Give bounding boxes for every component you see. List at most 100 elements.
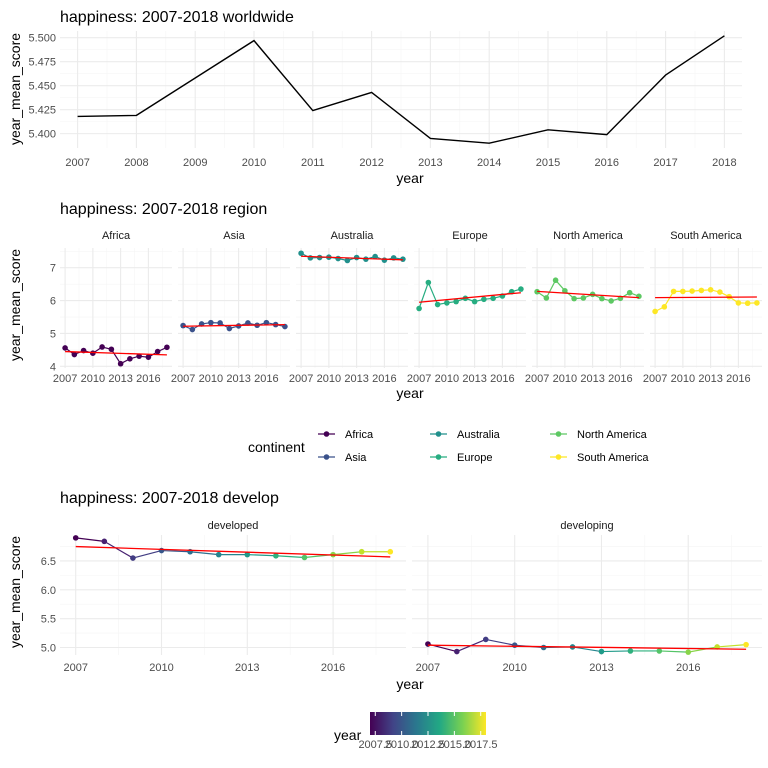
region-x-tick-label: 2013 xyxy=(698,373,722,385)
develop-series-segment xyxy=(132,549,162,559)
region-data-point xyxy=(744,300,751,307)
region-data-point xyxy=(754,300,760,306)
region-y-tick-label: 6 xyxy=(50,296,56,308)
develop-data-point xyxy=(130,555,136,561)
develop-data-point xyxy=(358,548,365,555)
worldwide-y-tick-label: 5.425 xyxy=(28,105,56,117)
region-trend-line xyxy=(655,296,757,299)
continent-legend-key-point xyxy=(323,431,330,437)
worldwide-x-tick-label: 2008 xyxy=(124,157,148,169)
region-facet-label: North America xyxy=(553,230,624,242)
worldwide-title: happiness: 2007-2018 worldwide xyxy=(60,9,294,26)
region-data-point xyxy=(117,360,124,367)
worldwide-x-tick-label: 2012 xyxy=(359,157,383,169)
region-facet-europe: Europe 2007 2010 2013 2016 xyxy=(407,230,526,385)
develop-facet-developed: developed 2007 2010 2013 2016 xyxy=(60,520,406,674)
region-x-tick-label: 2010 xyxy=(671,373,695,385)
develop-data-point xyxy=(72,535,79,541)
worldwide-x-tick-label: 2013 xyxy=(418,157,442,169)
region-x-tick-label: 2016 xyxy=(490,373,514,385)
continent-legend-item: North America xyxy=(550,429,648,441)
worldwide-x-tick-label: 2010 xyxy=(242,157,266,169)
region-facet-label: Asia xyxy=(223,230,245,242)
region-data-point xyxy=(127,355,133,362)
region-data-point xyxy=(580,295,587,301)
region-x-tick-label: 2013 xyxy=(108,373,132,385)
region-facet-south-america: South America 2007 2010 2013 2016 xyxy=(643,230,762,385)
region-y-tick-label: 7 xyxy=(50,263,56,275)
region-data-point xyxy=(425,279,432,286)
worldwide-x-tick-label: 2017 xyxy=(653,157,677,169)
continent-legend-label: Australia xyxy=(457,429,501,441)
region-data-point xyxy=(481,296,487,303)
region-trend-line xyxy=(183,323,285,327)
develop-data-point xyxy=(244,551,251,558)
region-x-tick-label: 2016 xyxy=(136,373,160,385)
region-data-point xyxy=(652,308,658,315)
region-x-tick-label: 2016 xyxy=(372,373,396,385)
region-data-point xyxy=(661,304,668,310)
develop-y-tick-label: 5.5 xyxy=(41,614,56,626)
region-data-point xyxy=(717,289,723,295)
region-x-tick-label: 2007 xyxy=(525,373,549,385)
develop-x-tick-label: 2016 xyxy=(676,662,700,674)
develop-x-tick-label: 2010 xyxy=(149,662,173,674)
develop-x-tick-label: 2013 xyxy=(589,662,613,674)
region-data-point xyxy=(608,298,614,304)
continent-legend-label: Asia xyxy=(345,452,367,464)
worldwide-series-line xyxy=(77,35,725,144)
region-data-point xyxy=(62,345,68,351)
develop-x-tick-label: 2007 xyxy=(63,662,87,674)
worldwide-y-axis-label: year_mean_score xyxy=(7,33,23,145)
region-facet-africa: Africa 2007 2010 2013 2016 xyxy=(53,230,172,385)
region-facet-australia: Australia 2007 2010 2013 2016 xyxy=(289,230,408,385)
region-x-tick-label: 2010 xyxy=(435,373,459,385)
continent-legend-item: Asia xyxy=(318,452,367,464)
region-data-point xyxy=(335,255,341,262)
year-colorbar-label: 2015.0 xyxy=(438,739,472,751)
region-x-tick-label: 2016 xyxy=(608,373,632,385)
develop-facet-label: developed xyxy=(208,520,259,532)
continent-legend-label: Africa xyxy=(345,429,374,441)
region-x-tick-label: 2013 xyxy=(226,373,250,385)
develop-series-segment xyxy=(104,540,134,559)
region-data-point xyxy=(263,319,270,326)
region-data-point xyxy=(372,253,378,260)
region-data-point xyxy=(136,353,142,359)
year-colorbar-label: 2012.5 xyxy=(411,739,445,751)
develop-series-segment xyxy=(190,551,219,556)
develop-series-segment xyxy=(659,650,689,653)
develop-data-point xyxy=(273,552,279,559)
continent-legend-label: South America xyxy=(577,452,649,464)
region-data-point xyxy=(99,344,105,350)
region-x-tick-label: 2013 xyxy=(462,373,486,385)
worldwide-x-tick-label: 2016 xyxy=(595,157,619,169)
worldwide-x-tick-label: 2015 xyxy=(536,157,560,169)
region-y-tick-label: 4 xyxy=(50,361,56,373)
region-data-point xyxy=(434,301,441,308)
region-trend-line xyxy=(65,350,167,356)
region-data-point xyxy=(552,277,559,284)
region-data-point xyxy=(670,288,677,295)
region-series-line xyxy=(536,279,640,302)
region-data-point xyxy=(90,350,96,357)
region-x-tick-label: 2010 xyxy=(553,373,577,385)
develop-series-segment xyxy=(688,646,718,653)
develop-y-tick-label: 5.0 xyxy=(41,643,56,655)
region-data-point xyxy=(689,288,695,294)
continent-legend-key-point xyxy=(435,431,442,437)
worldwide-x-tick-label: 2014 xyxy=(477,157,501,169)
region-data-point xyxy=(180,322,186,329)
region-title: happiness: 2007-2018 region xyxy=(60,201,267,218)
continent-legend-title: continent xyxy=(248,439,305,455)
region-x-tick-label: 2016 xyxy=(726,373,750,385)
region-data-point xyxy=(164,344,170,351)
region-data-point xyxy=(626,289,633,296)
region-data-point xyxy=(571,295,577,302)
region-series-line xyxy=(418,280,522,309)
develop-data-point xyxy=(101,538,108,545)
develop-trend-line xyxy=(75,545,391,558)
continent-legend-key-point xyxy=(555,454,562,460)
develop-y-axis-label: year_mean_score xyxy=(7,536,23,648)
